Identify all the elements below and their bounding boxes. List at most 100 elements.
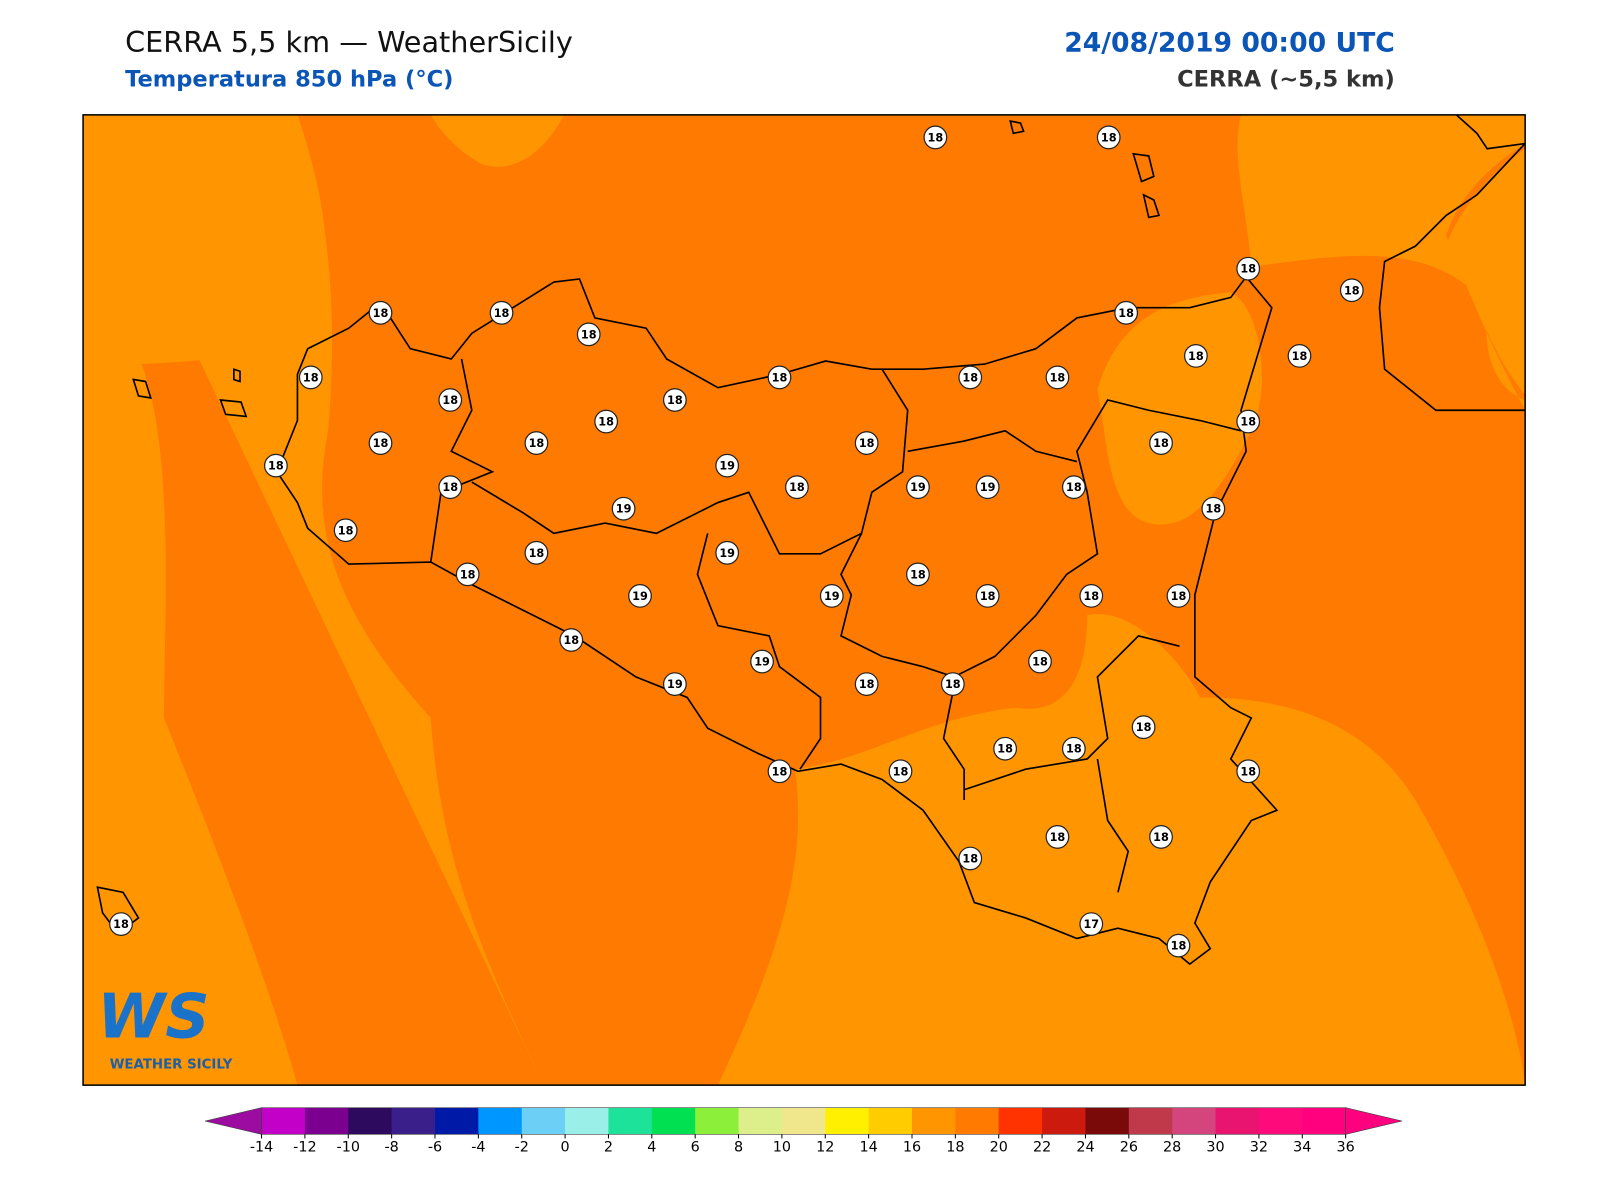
colorbar-tick-label: 2 <box>604 1140 613 1156</box>
colorbar-tick-label: 4 <box>647 1140 656 1156</box>
coastline <box>96 114 1526 966</box>
station-value: 18 <box>1240 263 1256 276</box>
station-marker <box>368 431 393 455</box>
station-value: 18 <box>268 460 284 473</box>
station-value: 18 <box>598 416 614 429</box>
station-marker <box>594 409 619 434</box>
colorbar-tick-label: -6 <box>428 1140 442 1156</box>
station-value: 18 <box>980 590 996 603</box>
station-value: 18 <box>1118 307 1134 320</box>
colorbar-segment <box>781 1107 826 1135</box>
station-value: 18 <box>460 568 476 581</box>
station-marker <box>455 562 480 587</box>
station-value: 18 <box>1171 590 1187 603</box>
station-value: 18 <box>494 307 510 320</box>
colorbar-tick-label: 26 <box>1120 1140 1138 1156</box>
colorbar-segment <box>912 1107 956 1135</box>
station-marker <box>785 475 809 500</box>
station-value: 18 <box>859 678 875 691</box>
colorbar-tick-label: 16 <box>903 1140 921 1156</box>
station-marker <box>1114 300 1139 325</box>
station-marker <box>819 583 844 608</box>
station-value: 18 <box>1066 743 1082 756</box>
map: 18 18 18 18 18 18 18 18 18 18 18 18 18 18 18 18 18 18 18 18… <box>83 114 1526 1086</box>
station-marker <box>1079 583 1104 608</box>
colorbar-tick-label: -14 <box>250 1140 273 1156</box>
station-value: 18 <box>667 394 683 407</box>
field-light <box>1446 148 1526 395</box>
station-value: 18 <box>442 481 458 494</box>
colorbar-segment <box>1085 1107 1130 1135</box>
station-value: 18 <box>1136 721 1152 734</box>
colorbar-segment <box>695 1107 740 1135</box>
station-marker <box>333 518 358 543</box>
station-value: 18 <box>859 437 875 450</box>
station-marker <box>1061 736 1086 761</box>
colorbar-segment <box>868 1107 913 1135</box>
station-value: 18 <box>997 743 1013 756</box>
colorbar-segment <box>1258 1107 1303 1135</box>
colorbar-segment <box>955 1107 1000 1135</box>
station-value: 18 <box>1153 831 1169 844</box>
station-marker <box>1028 649 1052 674</box>
colorbar-tick-label: -12 <box>293 1140 316 1156</box>
colorbar: -14 -12 -10 -8 -6 -4 -2 0 2 4 6 8 10 12 14 16 18 20 22 24 26… <box>205 1107 1403 1156</box>
station-marker <box>750 649 774 674</box>
colorbar-segment <box>434 1107 479 1135</box>
colorbar-tick-label: 18 <box>946 1140 964 1156</box>
station-marker <box>1045 825 1070 849</box>
station-value: 18 <box>928 131 944 144</box>
colorbar-tick-label: 28 <box>1163 1140 1181 1156</box>
station-marker <box>767 759 792 784</box>
station-marker <box>906 475 930 500</box>
station-value: 18 <box>1083 590 1099 603</box>
station-marker <box>1166 933 1191 958</box>
station-value: 18 <box>1240 416 1256 429</box>
station-value: 18 <box>1153 437 1169 450</box>
subtitle: Temperatura 850 hPa (°C) <box>125 67 453 93</box>
station-value: 18 <box>113 918 129 931</box>
station-value: 18 <box>1066 481 1082 494</box>
field-light <box>717 614 1526 1086</box>
station-value: 18 <box>1032 656 1048 669</box>
station-marker <box>1184 343 1208 368</box>
station-marker <box>906 562 930 587</box>
station-marker <box>489 300 514 325</box>
model: CERRA (~5,5 km) <box>1177 67 1395 93</box>
station-marker <box>109 912 133 936</box>
colorbar-tick-label: 12 <box>816 1140 834 1156</box>
colorbar-tick-label: 34 <box>1293 1140 1311 1156</box>
field-light <box>83 114 327 370</box>
colorbar-tick-label: 32 <box>1250 1140 1268 1156</box>
station-value: 18 <box>1050 831 1066 844</box>
colorbar-segment <box>608 1107 653 1135</box>
station-value: 18 <box>789 481 805 494</box>
station-value: 19 <box>980 481 996 494</box>
station-marker <box>958 846 983 871</box>
station-value: 18 <box>1205 503 1221 516</box>
station-value: 18 <box>373 307 389 320</box>
station-value: 17 <box>1083 918 1099 931</box>
title: CERRA 5,5 km — WeatherSicily <box>125 25 573 59</box>
station-value: 18 <box>1344 284 1360 297</box>
station-marker <box>559 628 584 652</box>
station-marker <box>940 672 965 696</box>
colorbar-tick-label: 24 <box>1076 1140 1094 1156</box>
stations: 18 18 18 18 18 18 18 18 18 18 18 18 18 18 18 18 18 18 18 18… <box>109 125 1364 958</box>
station-marker <box>524 540 549 565</box>
station-marker <box>263 453 288 478</box>
station-marker <box>993 736 1018 761</box>
station-marker <box>923 125 948 150</box>
station-value: 18 <box>1188 350 1204 363</box>
station-marker <box>298 365 323 390</box>
station-value: 18 <box>910 568 926 581</box>
station-value: 18 <box>303 371 319 384</box>
date: 24/08/2019 00:00 UTC <box>1064 28 1395 59</box>
station-value: 19 <box>719 547 735 560</box>
station-value: 18 <box>1171 940 1187 953</box>
station-value: 18 <box>962 371 978 384</box>
station-marker <box>1166 583 1191 608</box>
station-value: 18 <box>529 437 545 450</box>
station-marker <box>1287 343 1312 368</box>
